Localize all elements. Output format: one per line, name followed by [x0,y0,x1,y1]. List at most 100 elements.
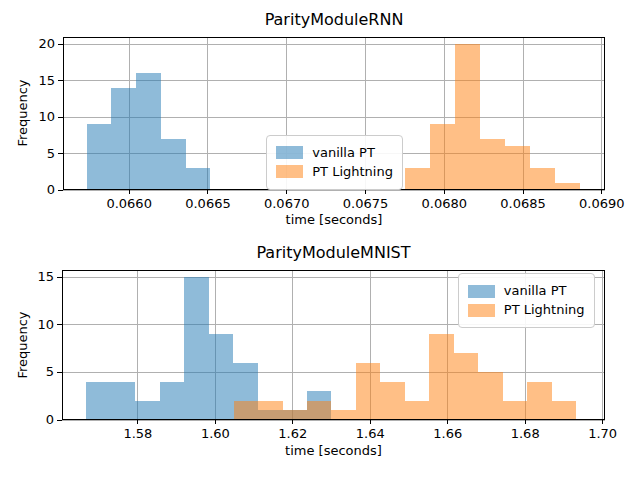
gridline [602,270,603,420]
histogram-bar [505,146,530,190]
legend: vanilla PT PT Lightning [266,135,403,190]
x-tick-mark [370,420,371,424]
legend-item: PT Lightning [276,164,393,180]
x-tick-mark [365,190,366,194]
x-axis-label: time [seconds] [63,212,605,227]
legend-swatch [468,285,495,298]
x-tick-mark [129,190,130,194]
chart-parity-module-rnn: 0.06600.06650.06700.06750.06800.06850.06… [63,37,605,190]
histogram-bar [454,353,478,420]
x-tick-mark [207,190,208,194]
histogram-bar [331,410,355,420]
x-tick-mark [601,190,602,194]
x-tick-mark [525,420,526,424]
figure: 0.06600.06650.06700.06750.06800.06850.06… [0,0,640,480]
x-tick-label: 0.0670 [252,196,322,211]
gridline [601,37,602,190]
legend-swatch [468,304,495,317]
y-tick-label: 0 [7,412,54,427]
x-tick-label: 1.66 [413,426,483,441]
gridline [63,44,605,45]
y-tick-label: 5 [7,364,54,379]
y-tick-mark [57,324,62,325]
y-tick-mark [57,372,62,373]
y-tick-mark [58,153,63,154]
legend-label: vanilla PT [312,145,375,161]
x-tick-mark [292,420,293,424]
y-tick-label: 10 [7,317,54,332]
x-tick-mark [286,190,287,194]
x-tick-mark [523,190,524,194]
histogram-bar [405,401,429,420]
histogram-bar [356,363,380,420]
legend-item: PT Lightning [468,302,585,318]
y-tick-mark [57,277,62,278]
y-axis-label: Frequency [15,275,30,415]
y-tick-mark [58,190,63,191]
histogram-bar [478,372,502,420]
histogram-bar [209,334,233,420]
gridline [62,372,605,373]
gridline [137,270,138,420]
x-tick-label: 0.0680 [409,196,479,211]
x-tick-label: 1.68 [490,426,560,441]
y-tick-mark [58,80,63,81]
histogram-bar [86,382,110,420]
y-tick-mark [57,420,62,421]
histogram-bar [429,334,453,420]
legend-label: vanilla PT [504,283,567,299]
y-tick-label: 20 [8,36,55,51]
chart-parity-module-mnist: 1.581.601.621.641.661.681.70051015vanill… [62,270,605,420]
x-tick-label: 1.62 [258,426,328,441]
x-tick-label: 0.0685 [488,196,558,211]
x-tick-mark [602,420,603,424]
chart-title-mnist: ParityModuleMNIST [62,244,605,262]
histogram-bar [234,401,258,420]
histogram-bar [161,139,186,190]
x-tick-label: 1.60 [180,426,250,441]
legend-item: vanilla PT [276,145,393,161]
histogram-bar [380,382,404,420]
y-tick-label: 15 [8,73,55,88]
histogram-bar [111,382,135,420]
histogram-bar [160,382,184,420]
y-tick-mark [58,117,63,118]
legend-swatch [276,165,303,178]
gridline [207,37,208,190]
histogram-bar [184,277,208,420]
y-tick-label: 0 [8,182,55,197]
x-tick-mark [137,420,138,424]
gridline [292,270,293,420]
y-tick-label: 15 [7,269,54,284]
x-tick-label: 0.0675 [331,196,401,211]
histogram-bar [405,168,430,190]
legend-label: PT Lightning [312,164,393,180]
histogram-bar [555,183,580,190]
x-axis-label: time [seconds] [62,443,605,458]
legend-swatch [276,146,303,159]
histogram-bar [135,401,159,420]
histogram-bar [258,401,282,420]
histogram-bar [307,401,331,420]
x-tick-mark [444,190,445,194]
histogram-bar [430,124,455,190]
histogram-bar [87,124,112,190]
histogram-bar [480,139,505,190]
x-tick-label: 0.0690 [567,196,637,211]
legend: vanilla PT PT Lightning [458,273,595,328]
histogram-bar [136,73,161,190]
y-tick-mark [58,44,63,45]
histogram-bar [283,410,307,420]
y-tick-label: 10 [8,109,55,124]
x-tick-label: 1.64 [335,426,405,441]
histogram-bar [186,168,211,190]
histogram-bar [455,44,480,190]
chart-title-rnn: ParityModuleRNN [63,11,605,29]
x-tick-mark [215,420,216,424]
histogram-bar [111,88,136,190]
x-tick-mark [447,420,448,424]
legend-label: PT Lightning [504,302,585,318]
histogram-bar [527,382,551,420]
histogram-bar [530,168,555,190]
y-tick-label: 5 [8,146,55,161]
